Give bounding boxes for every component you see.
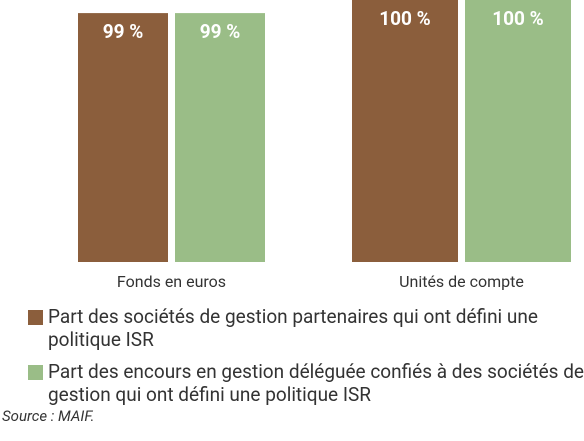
bar xyxy=(465,0,571,262)
value-label: 100 % xyxy=(492,7,543,30)
x-tick-label: Fonds en euros xyxy=(117,272,226,291)
value-label: 99 % xyxy=(200,20,241,43)
legend-swatch xyxy=(28,365,43,380)
legend-label: Part des encours en gestion déléguée con… xyxy=(48,360,584,406)
bar xyxy=(78,13,168,262)
source: Source : MAIF. xyxy=(2,407,95,425)
legend-label: Part des sociétés de gestion partenaires… xyxy=(48,305,538,351)
value-label: 100 % xyxy=(379,7,430,30)
chart: 99 % 99 % Fonds en euros 100 % 100 % Unités d… xyxy=(78,0,571,291)
legend: Part des sociétés de gestion partenaires… xyxy=(28,305,584,415)
legend-swatch xyxy=(28,310,43,325)
legend-item: Part des sociétés de gestion partenaires… xyxy=(28,305,584,351)
legend-item: Part des encours en gestion déléguée con… xyxy=(28,360,584,406)
x-tick-label: Unités de compte xyxy=(399,272,524,291)
bar xyxy=(352,0,458,262)
value-label: 99 % xyxy=(103,20,144,43)
bar xyxy=(175,13,265,262)
